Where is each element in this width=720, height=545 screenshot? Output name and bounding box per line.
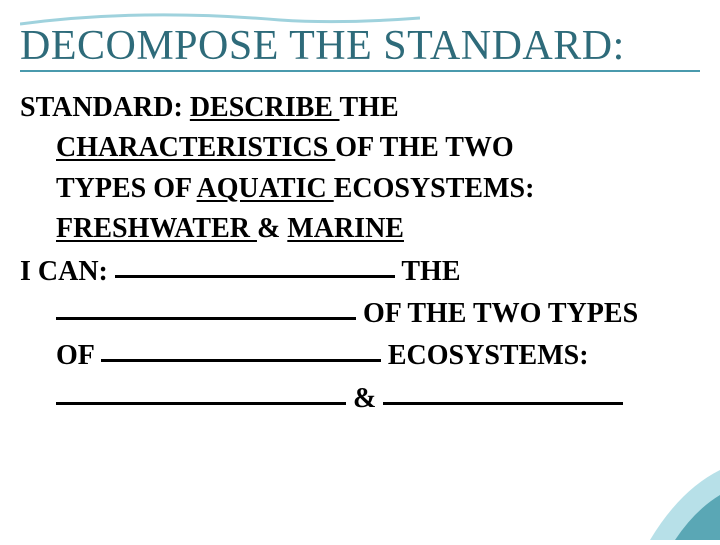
ican-line-1: I CAN: THE <box>20 252 700 290</box>
underlined-aquatic: AQUATIC <box>197 173 334 204</box>
text: & <box>257 213 287 244</box>
title-swoosh <box>20 10 700 28</box>
underlined-describe: DESCRIBE <box>190 92 340 123</box>
text: THE <box>395 256 461 287</box>
standard-line-2: CHARACTERISTICS OF THE TWO <box>20 130 700 166</box>
text: THE <box>339 92 398 123</box>
underlined-characteristics: CHARACTERISTICS <box>56 132 335 163</box>
corner-decoration <box>630 470 720 540</box>
standard-line-3: TYPES OF AQUATIC ECOSYSTEMS: <box>20 171 700 207</box>
text: STANDARD: <box>20 92 190 123</box>
ican-line-2: OF THE TWO TYPES <box>20 294 700 332</box>
text: OF THE TWO TYPES <box>356 298 638 329</box>
body-text: STANDARD: DESCRIBE THE CHARACTERISTICS O… <box>20 90 700 417</box>
text: OF <box>56 340 101 371</box>
standard-line-4: FRESHWATER & MARINE <box>20 211 700 247</box>
blank-2 <box>56 292 356 320</box>
text: OF THE TWO <box>335 132 513 163</box>
underlined-marine: MARINE <box>287 213 404 244</box>
blank-3 <box>101 334 381 362</box>
ican-line-3: OF ECOSYSTEMS: <box>20 336 700 374</box>
blank-1 <box>115 250 395 278</box>
underlined-freshwater: FRESHWATER <box>56 213 257 244</box>
standard-line-1: STANDARD: DESCRIBE THE <box>20 90 700 126</box>
ican-line-4: & <box>20 379 700 417</box>
slide: DECOMPOSE THE STANDARD: STANDARD: DESCRI… <box>0 0 720 540</box>
text: TYPES OF <box>56 173 197 204</box>
title-underline: DECOMPOSE THE STANDARD: <box>20 24 700 72</box>
text: I CAN: <box>20 256 115 287</box>
slide-title: DECOMPOSE THE STANDARD: <box>20 24 700 68</box>
blank-4 <box>56 377 346 405</box>
text: ECOSYSTEMS: <box>381 340 589 371</box>
text: & <box>346 383 383 414</box>
blank-5 <box>383 377 623 405</box>
text: ECOSYSTEMS: <box>334 173 535 204</box>
